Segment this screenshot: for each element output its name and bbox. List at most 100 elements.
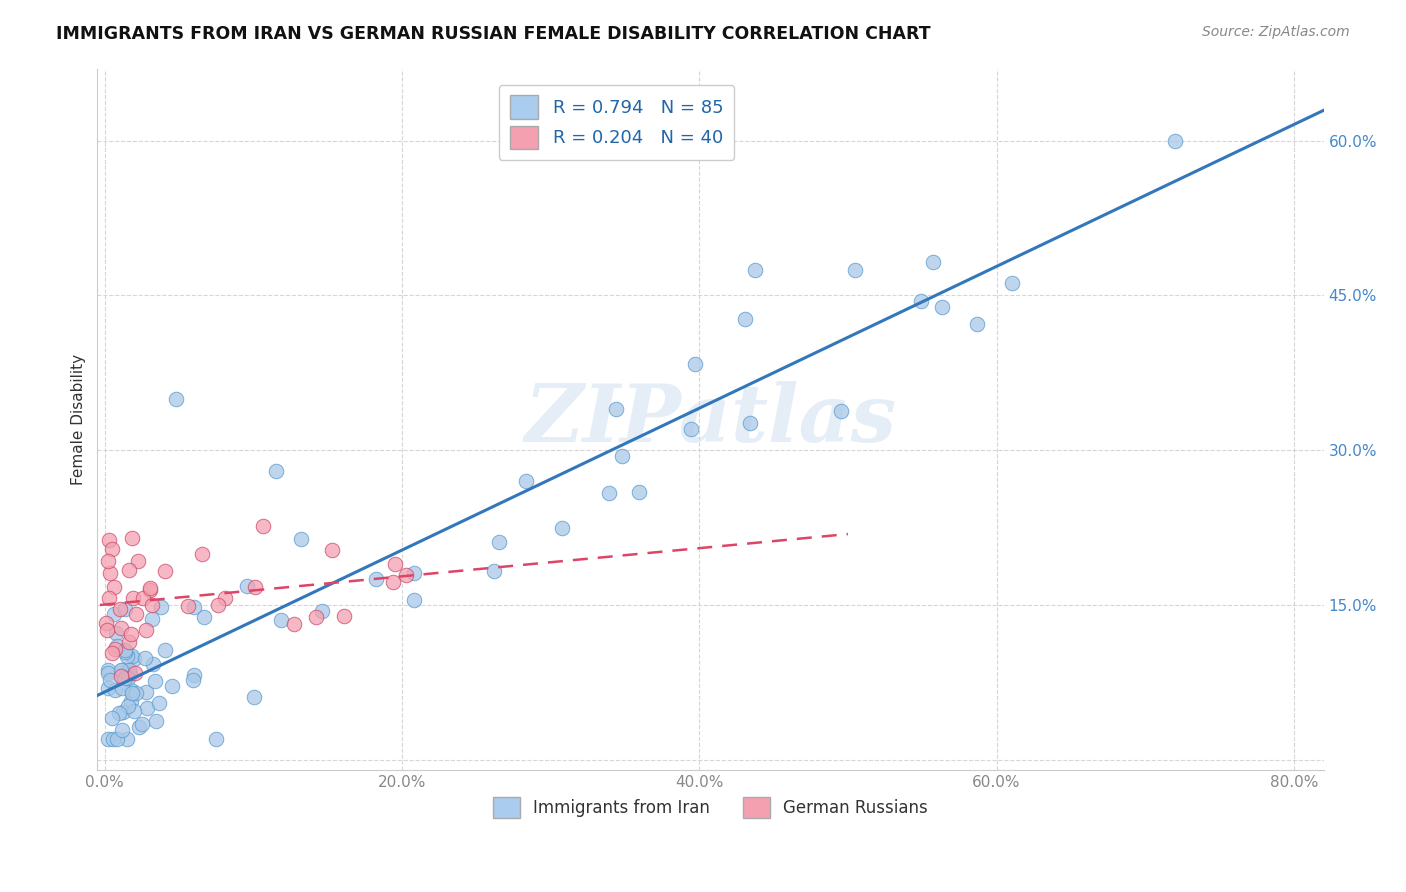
Point	[98, 566, 121, 581]
Point	[108, 601, 131, 615]
Point	[245, 580, 267, 594]
Point	[118, 664, 141, 678]
Point	[193, 609, 215, 624]
Point	[131, 716, 153, 731]
Point	[395, 568, 418, 582]
Point	[105, 626, 128, 640]
Point	[364, 573, 387, 587]
Point	[332, 608, 354, 623]
Point	[910, 294, 932, 309]
Point	[181, 673, 204, 688]
Point	[830, 404, 852, 418]
Point	[117, 698, 139, 713]
Point	[103, 607, 125, 622]
Point	[107, 639, 129, 653]
Point	[115, 648, 138, 663]
Point	[121, 686, 143, 700]
Point	[183, 599, 205, 614]
Point	[290, 532, 312, 546]
Point	[111, 663, 134, 677]
Point	[134, 651, 156, 665]
Point	[628, 484, 651, 499]
Point	[143, 673, 166, 688]
Point	[205, 732, 228, 747]
Point	[114, 602, 136, 616]
Point	[96, 623, 118, 637]
Point	[150, 600, 173, 615]
Point	[118, 667, 141, 681]
Point	[488, 535, 510, 549]
Point	[966, 317, 988, 331]
Point	[1001, 276, 1024, 290]
Point	[235, 579, 257, 593]
Point	[381, 574, 404, 589]
Point	[111, 705, 134, 719]
Point	[744, 262, 766, 277]
Point	[111, 723, 134, 737]
Point	[683, 357, 706, 371]
Point	[101, 710, 124, 724]
Point	[101, 646, 124, 660]
Point	[104, 642, 127, 657]
Point	[120, 626, 142, 640]
Point	[125, 607, 148, 621]
Point	[139, 582, 162, 597]
Point	[191, 547, 214, 561]
Point	[136, 700, 159, 714]
Point	[107, 706, 129, 720]
Point	[605, 401, 627, 416]
Y-axis label: Female Disability: Female Disability	[72, 354, 86, 485]
Point	[115, 665, 138, 680]
Point	[103, 580, 125, 594]
Point	[162, 679, 184, 693]
Point	[132, 591, 155, 606]
Point	[97, 681, 120, 695]
Point	[120, 683, 142, 698]
Point	[305, 609, 328, 624]
Point	[111, 681, 134, 695]
Point	[114, 645, 136, 659]
Point	[122, 591, 145, 605]
Point	[681, 422, 703, 436]
Point	[734, 312, 756, 326]
Point	[145, 714, 167, 729]
Point	[98, 673, 121, 687]
Point	[121, 531, 143, 545]
Legend: Immigrants from Iran, German Russians: Immigrants from Iran, German Russians	[486, 790, 935, 825]
Point	[270, 613, 292, 627]
Point	[207, 598, 229, 612]
Point	[384, 557, 406, 571]
Point	[404, 566, 426, 580]
Point	[103, 683, 125, 698]
Point	[1164, 134, 1187, 148]
Point	[252, 519, 274, 533]
Point	[141, 599, 163, 613]
Point	[121, 648, 143, 663]
Point	[141, 657, 163, 672]
Point	[118, 563, 141, 577]
Point	[155, 564, 177, 578]
Point	[921, 254, 943, 268]
Point	[139, 581, 162, 595]
Point	[124, 704, 146, 718]
Point	[97, 663, 120, 677]
Text: ZIPatlas: ZIPatlas	[524, 381, 897, 458]
Point	[155, 642, 177, 657]
Point	[321, 542, 343, 557]
Point	[125, 686, 148, 700]
Point	[105, 732, 128, 747]
Point	[484, 564, 506, 578]
Point	[120, 694, 142, 708]
Point	[103, 732, 125, 747]
Text: IMMIGRANTS FROM IRAN VS GERMAN RUSSIAN FEMALE DISABILITY CORRELATION CHART: IMMIGRANTS FROM IRAN VS GERMAN RUSSIAN F…	[56, 25, 931, 43]
Point	[115, 732, 138, 747]
Point	[97, 666, 120, 681]
Point	[264, 464, 287, 478]
Point	[148, 697, 170, 711]
Point	[122, 652, 145, 666]
Point	[110, 620, 132, 634]
Point	[931, 300, 953, 314]
Point	[283, 617, 305, 632]
Point	[96, 616, 118, 631]
Point	[110, 663, 132, 677]
